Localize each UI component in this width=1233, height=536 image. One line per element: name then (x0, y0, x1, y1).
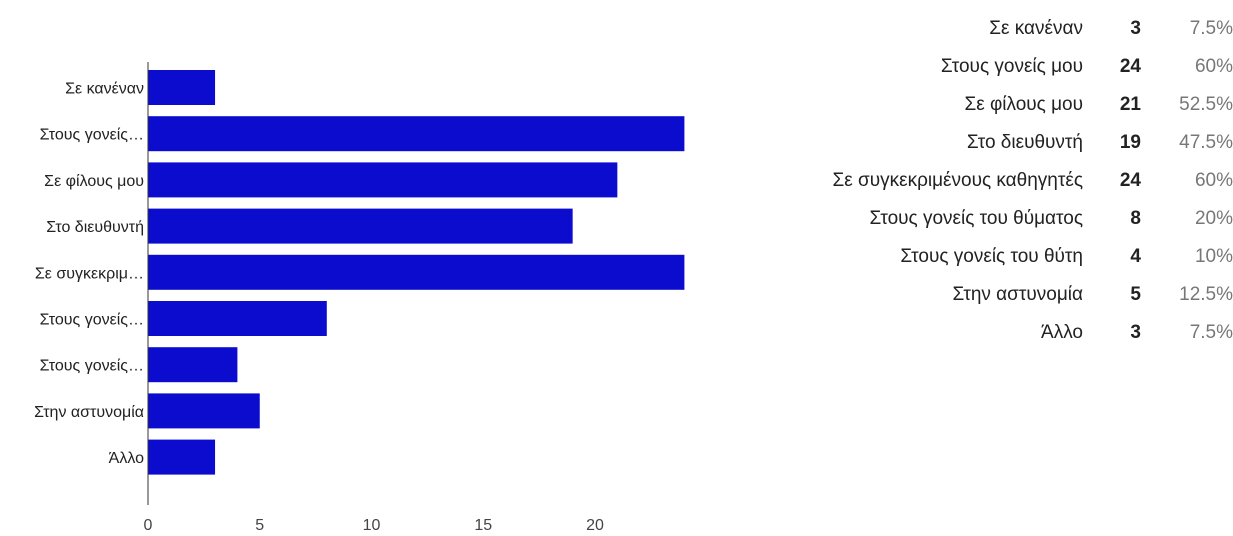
summary-row-1: Στους γονείς μου 24 60% (760, 48, 1233, 86)
summary-count: 19 (1119, 132, 1141, 153)
x-tick-15: 15 (474, 517, 492, 534)
summary-percent: 20% (1194, 208, 1233, 229)
category-label-2: Σε φίλους μου (44, 173, 144, 190)
summary-label: Σε φίλους μου (964, 94, 1083, 115)
category-label-6: Στους γονείς… (40, 358, 144, 375)
summary-label: Σε συγκεκριμένους καθηγητές (832, 170, 1083, 191)
summary-label: Στους γονείς του θύτη (900, 246, 1083, 267)
summary-label: Στην αστυνομία (952, 284, 1083, 305)
summary-table: Σε κανέναν 3 7.5% Στους γονείς μου 24 60… (760, 10, 1233, 352)
category-label-4: Σε συγκεκριμ… (35, 265, 144, 282)
category-label-5: Στους γονείς… (40, 312, 144, 329)
category-label-7: Στην αστυνομία (34, 404, 144, 421)
summary-row-6: Στους γονείς του θύτη 4 10% (760, 238, 1233, 276)
summary-label: Σε κανέναν (989, 18, 1083, 39)
summary-percent: 60% (1194, 170, 1233, 191)
bar-3 (148, 208, 573, 244)
summary-count: 5 (1130, 284, 1141, 305)
bar-8 (148, 439, 216, 475)
category-label-1: Στους γονείς… (40, 127, 144, 144)
bars-group (148, 70, 685, 475)
summary-count: 24 (1119, 170, 1141, 191)
summary-percent: 7.5% (1189, 18, 1233, 39)
category-label-0: Σε κανέναν (65, 81, 144, 98)
x-tick-0: 0 (144, 517, 153, 534)
summary-count: 21 (1119, 94, 1141, 115)
category-label-3: Στο διευθυντή (46, 219, 144, 236)
summary-row-0: Σε κανέναν 3 7.5% (760, 10, 1233, 48)
category-label-8: Άλλο (109, 450, 144, 467)
bar-7 (148, 393, 260, 429)
summary-label: Άλλο (1041, 322, 1083, 343)
summary-row-3: Στο διευθυντή 19 47.5% (760, 124, 1233, 162)
summary-row-8: Άλλο 3 7.5% (760, 314, 1233, 352)
summary-row-7: Στην αστυνομία 5 12.5% (760, 276, 1233, 314)
bar-4 (148, 254, 685, 290)
summary-label: Στο διευθυντή (966, 132, 1083, 153)
bar-0 (148, 70, 216, 105)
summary-label: Στους γονείς του θύματος (869, 208, 1083, 229)
x-tick-10: 10 (363, 517, 381, 534)
summary-percent: 52.5% (1179, 94, 1233, 115)
bar-chart: Σε κανέναν Στους γονείς… Σε φίλους μου Στο … (34, 62, 685, 534)
bar-6 (148, 347, 238, 383)
x-tick-5: 5 (255, 517, 264, 534)
bar-2 (148, 162, 618, 198)
summary-percent: 12.5% (1179, 284, 1233, 305)
summary-percent: 60% (1194, 56, 1233, 77)
category-labels: Σε κανέναν Στους γονείς… Σε φίλους μου Στο … (34, 81, 144, 468)
bar-5 (148, 301, 327, 336)
x-tick-20: 20 (586, 517, 604, 534)
summary-label: Στους γονείς μου (940, 56, 1083, 77)
summary-percent: 7.5% (1189, 322, 1233, 343)
summary-count: 4 (1130, 246, 1141, 267)
summary-count: 8 (1130, 208, 1141, 229)
bar-1 (148, 116, 685, 152)
summary-row-2: Σε φίλους μου 21 52.5% (760, 86, 1233, 124)
summary-count: 24 (1119, 56, 1141, 77)
summary-row-5: Στους γονείς του θύματος 8 20% (760, 200, 1233, 238)
x-tick-labels: 0 5 10 15 20 (144, 517, 604, 534)
summary-row-4: Σε συγκεκριμένους καθηγητές 24 60% (760, 162, 1233, 200)
summary-count: 3 (1130, 18, 1141, 39)
summary-count: 3 (1130, 322, 1141, 343)
summary-percent: 47.5% (1179, 132, 1233, 153)
summary-percent: 10% (1194, 246, 1233, 267)
